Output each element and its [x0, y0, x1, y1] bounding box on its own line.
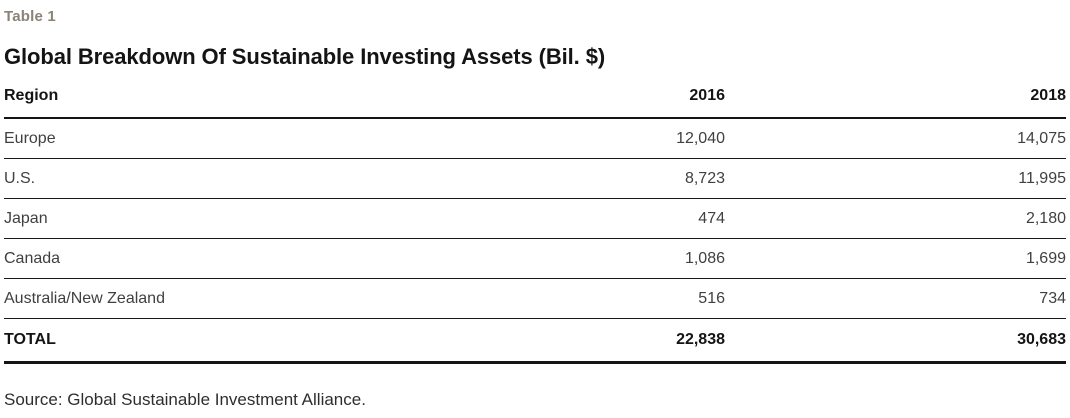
value-2018-cell: 14,075 [725, 118, 1066, 159]
table-label: Table 1 [4, 8, 56, 25]
region-cell: Australia/New Zealand [4, 278, 424, 319]
region-cell: U.S. [4, 158, 424, 199]
column-header-2018: 2018 [725, 83, 1066, 119]
source-note: Source: Global Sustainable Investment Al… [4, 390, 366, 409]
region-cell: Europe [4, 118, 424, 159]
table-row-canada: Canada 1,086 1,699 [4, 238, 1066, 279]
value-2016-cell: 12,040 [424, 118, 725, 159]
table-row-europe: Europe 12,040 14,075 [4, 118, 1066, 159]
table-row-us: U.S. 8,723 11,995 [4, 158, 1066, 199]
total-row: TOTAL 22,838 30,683 [4, 318, 1066, 364]
region-cell: Japan [4, 198, 424, 239]
column-header-2016: 2016 [424, 83, 725, 119]
value-2018-cell: 734 [725, 278, 1066, 319]
table-row-australia-nz: Australia/New Zealand 516 734 [4, 278, 1066, 319]
total-label-cell: TOTAL [4, 318, 424, 364]
header-row: Region 2016 2018 [4, 83, 1066, 119]
value-2018-cell: 1,699 [725, 238, 1066, 279]
column-header-region: Region [4, 83, 424, 119]
region-cell: Canada [4, 238, 424, 279]
value-2018-cell: 11,995 [725, 158, 1066, 199]
table-row-japan: Japan 474 2,180 [4, 198, 1066, 239]
value-2016-cell: 1,086 [424, 238, 725, 279]
data-table: Region 2016 2018 Europe 12,040 14,075 U.… [4, 83, 1066, 364]
table-title: Global Breakdown Of Sustainable Investin… [4, 44, 606, 69]
value-2016-cell: 474 [424, 198, 725, 239]
value-2018-cell: 2,180 [725, 198, 1066, 239]
value-2016-cell: 516 [424, 278, 725, 319]
total-2016-cell: 22,838 [424, 318, 725, 364]
value-2016-cell: 8,723 [424, 158, 725, 199]
total-2018-cell: 30,683 [725, 318, 1066, 364]
